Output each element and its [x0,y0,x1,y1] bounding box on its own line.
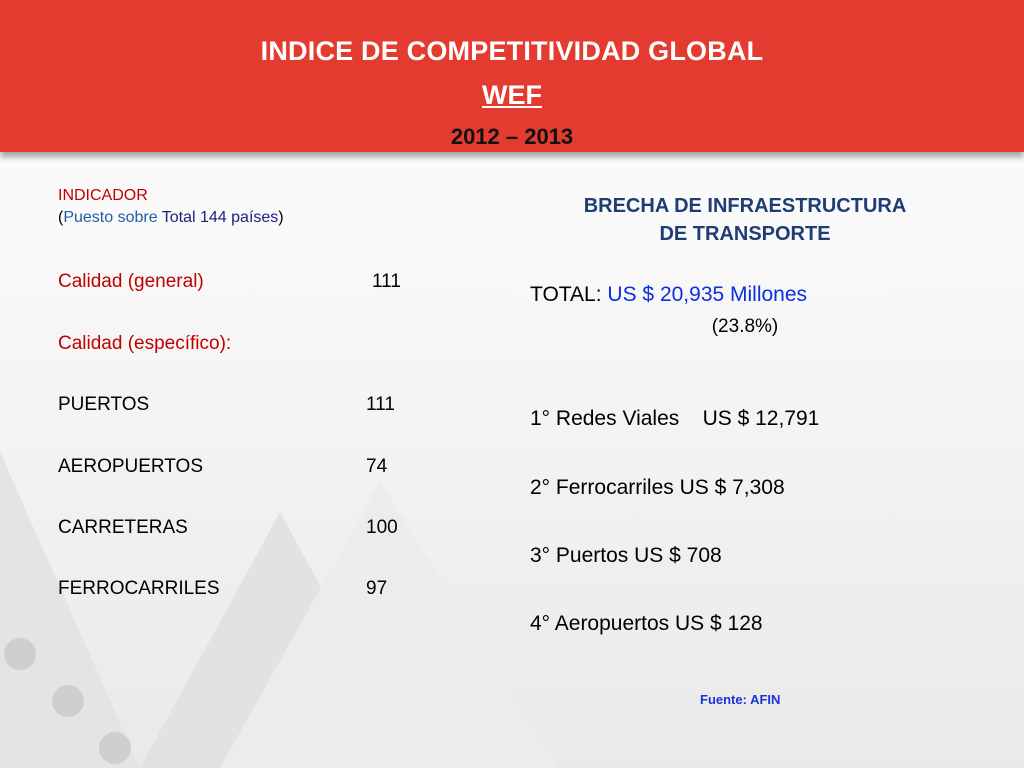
indicator-label-aeropuertos: AEROPUERTOS [58,456,204,477]
indicator-label-carreteras: CARRETERAS [58,517,188,538]
brecha-heading: BRECHA DE INFRAESTRUCTURA DE TRANSPORTE [520,192,970,248]
total-line: TOTAL: US $ 20,935 Millones [530,283,807,307]
subtitle-part2: Total 144 países [161,209,279,226]
brecha-heading-line1: BRECHA DE INFRAESTRUCTURA [583,195,907,217]
indicator-subtitle: (Puesto sobre Total 144 países) [58,206,438,230]
indicator-value-carreteras: 100 [366,517,398,538]
indicator-label-calidad-especifico: Calidad (específico): [58,333,232,354]
title-banner: INDICE DE COMPETITIVIDAD GLOBAL WEF 2012… [0,0,1024,152]
brecha-item-puertos: 3° Puertos US $ 708 [530,544,722,567]
source-note: Fuente: AFIN [700,692,781,707]
brecha-item-redes-viales: 1° Redes Viales US $ 12,791 [530,407,820,430]
paren-close: ) [278,209,284,226]
indicator-label-calidad-general: Calidad (general) [58,271,204,292]
indicator-value-calidad-general: 111 [372,271,401,292]
indicator-value-puertos: 111 [366,394,395,415]
paren-open: ( [58,209,64,226]
indicator-header: INDICADOR (Puesto sobre Total 144 países… [58,186,438,230]
indicator-label-puertos: PUERTOS [58,394,150,415]
total-percentage: (23.8%) [711,316,779,337]
indicator-value-aeropuertos: 74 [366,456,388,477]
brecha-heading-line2: DE TRANSPORTE [659,223,831,245]
brecha-item-ferrocarriles: 2° Ferrocarriles US $ 7,308 [530,476,785,499]
total-amount: US $ 20,935 Millones [607,283,808,306]
indicator-title: INDICADOR [58,187,148,204]
slide-title: INDICE DE COMPETITIVIDAD GLOBAL [260,36,764,66]
indicator-label-ferrocarriles: FERROCARRILES [58,578,220,599]
total-label: TOTAL: [530,283,602,306]
slide-years: 2012 – 2013 [450,124,574,149]
indicator-value-ferrocarriles: 97 [366,578,388,599]
slide-subtitle: WEF [482,80,542,110]
subtitle-part1: Puesto sobre [63,209,158,226]
brecha-item-aeropuertos: 4° Aeropuertos US $ 128 [530,612,763,635]
